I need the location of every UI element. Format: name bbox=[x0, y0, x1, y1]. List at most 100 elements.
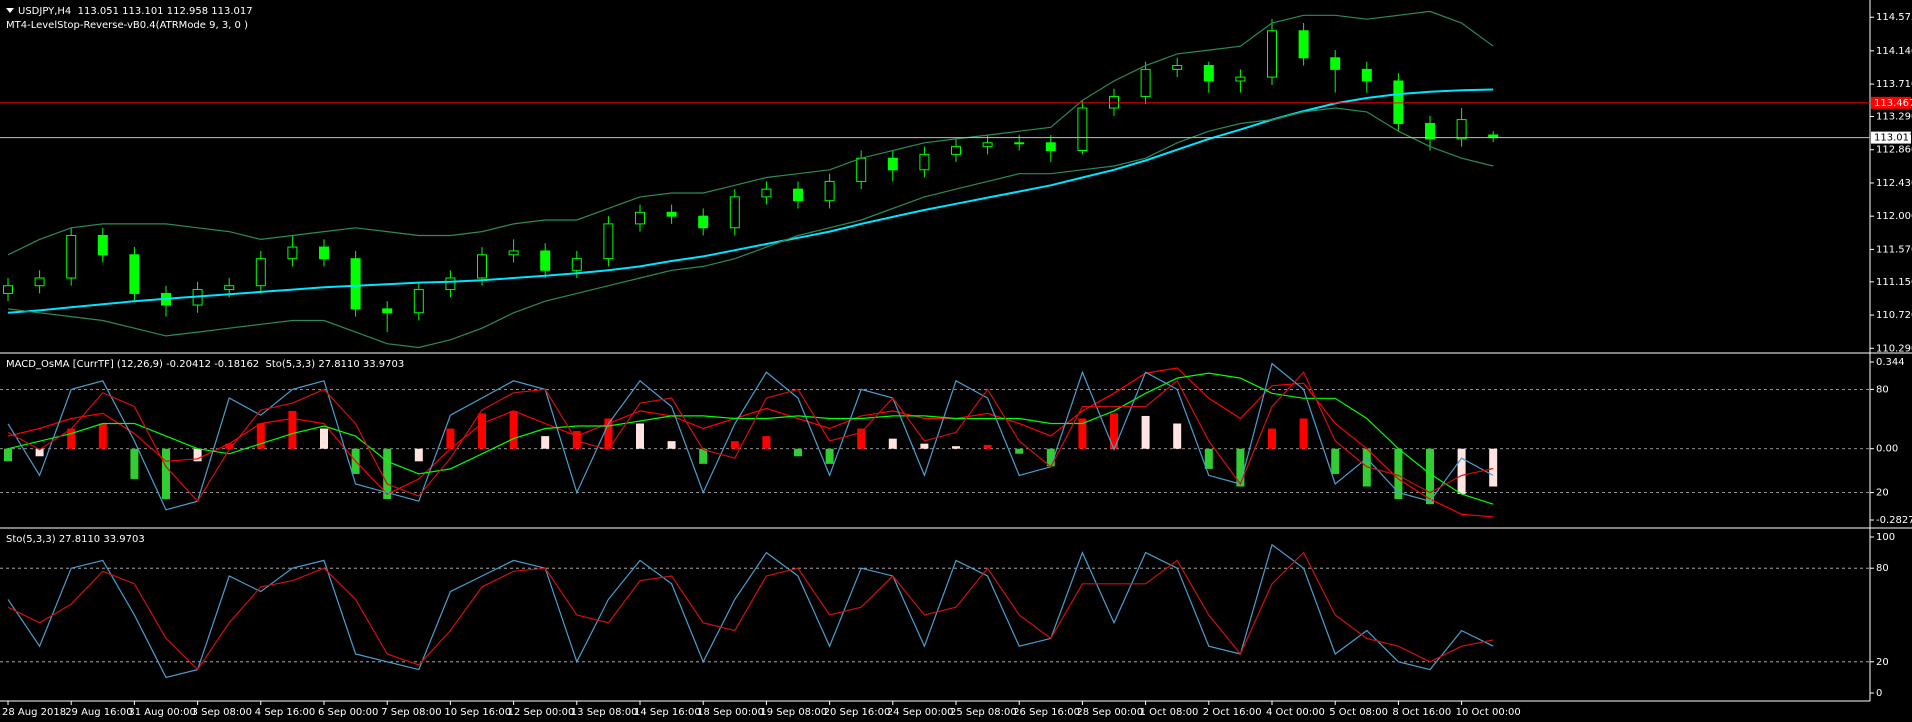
histogram-bar bbox=[98, 423, 107, 449]
sto-title: Sto(5,3,3) 27.8110 33.9703 bbox=[6, 534, 145, 545]
y-tick-label: 20 bbox=[1876, 657, 1889, 668]
histogram-bar bbox=[256, 423, 265, 449]
candle-body bbox=[1235, 76, 1246, 82]
y-tick-label: 0 bbox=[1876, 688, 1882, 699]
histogram-bar bbox=[1362, 448, 1371, 487]
histogram-bar bbox=[4, 448, 12, 462]
histogram-bar bbox=[888, 438, 897, 449]
candle-body bbox=[603, 223, 614, 260]
indicator-line bbox=[7, 107, 1494, 349]
x-tick-label: 1 Oct 08:00 bbox=[1140, 707, 1199, 718]
x-tick-label: 28 Aug 2018 bbox=[2, 707, 66, 718]
candle-body bbox=[382, 308, 393, 314]
candle-body bbox=[66, 234, 77, 279]
histogram-bar bbox=[509, 410, 518, 449]
histogram-bar bbox=[288, 410, 297, 449]
x-tick-label: 12 Sep 00:00 bbox=[508, 707, 575, 718]
y-tick-label: 110.290 bbox=[1876, 343, 1912, 354]
y-tick-label: 80 bbox=[1876, 384, 1889, 395]
candle-body bbox=[1425, 122, 1435, 140]
candle-body bbox=[34, 277, 45, 287]
histogram-bar bbox=[1299, 418, 1308, 449]
y-tick-label: 0.00 bbox=[1876, 444, 1898, 455]
level-label: 113.017 bbox=[1874, 133, 1912, 144]
histogram-bar bbox=[825, 448, 834, 464]
candle-body bbox=[1330, 57, 1341, 70]
level-label: 113.467 bbox=[1874, 98, 1912, 109]
candle-body bbox=[1077, 107, 1088, 152]
chart-title: USDJPY,H4 113.051 113.101 112.958 113.01… bbox=[18, 6, 253, 17]
x-tick-label: 10 Sep 16:00 bbox=[444, 707, 511, 718]
histogram-bar bbox=[446, 428, 455, 449]
candle-body bbox=[477, 254, 487, 279]
indicator-label: MT4-LevelStop-Reverse-vB0.4(ATRMode 9, 3… bbox=[6, 20, 248, 31]
histogram-bar bbox=[193, 448, 202, 462]
histogram-bar bbox=[162, 448, 170, 500]
y-tick-label: 112.860 bbox=[1876, 145, 1912, 156]
candle-body bbox=[761, 188, 772, 198]
y-tick-label: 111.570 bbox=[1876, 244, 1912, 255]
histogram-bar bbox=[604, 418, 613, 449]
y-tick-label: 114.575 bbox=[1876, 12, 1912, 23]
x-tick-label: 19 Sep 08:00 bbox=[760, 707, 827, 718]
histogram-bar bbox=[35, 448, 44, 457]
candle-body bbox=[1298, 30, 1309, 59]
candle-body bbox=[919, 153, 930, 171]
histogram-bar bbox=[541, 436, 550, 449]
histogram-bar bbox=[1204, 448, 1213, 469]
indicator-line bbox=[7, 362, 1494, 511]
histogram-bar bbox=[667, 441, 676, 449]
candle-body bbox=[666, 211, 677, 217]
x-tick-label: 5 Oct 08:00 bbox=[1329, 707, 1388, 718]
candle-body bbox=[824, 180, 835, 202]
x-tick-label: 2 Oct 16:00 bbox=[1203, 707, 1262, 718]
x-tick-label: 7 Sep 08:00 bbox=[381, 707, 441, 718]
histogram-bar bbox=[1046, 448, 1055, 467]
indicator-line bbox=[7, 10, 1494, 256]
histogram-bar bbox=[1173, 423, 1182, 449]
histogram-bar bbox=[794, 448, 802, 457]
candle-body bbox=[97, 234, 108, 256]
y-tick-label: 100 bbox=[1876, 532, 1895, 543]
candle-body bbox=[951, 146, 961, 155]
y-tick-label: 112.000 bbox=[1876, 211, 1912, 222]
histogram-bar bbox=[1236, 448, 1245, 487]
histogram-bar bbox=[857, 428, 866, 449]
histogram-bar bbox=[478, 413, 486, 449]
histogram-bar bbox=[1331, 448, 1340, 474]
y-tick-label: 0.344 bbox=[1876, 357, 1905, 368]
x-tick-label: 4 Sep 16:00 bbox=[255, 707, 315, 718]
x-tick-label: 6 Sep 00:00 bbox=[318, 707, 378, 718]
level-label-box bbox=[1871, 96, 1911, 109]
indicator-line bbox=[7, 367, 1494, 518]
candle-body bbox=[1140, 68, 1151, 97]
candle-body bbox=[1456, 119, 1467, 140]
candle-body bbox=[635, 211, 645, 225]
candle-body bbox=[1393, 80, 1404, 124]
indicator-line bbox=[7, 372, 1494, 505]
histogram-bar bbox=[699, 448, 708, 464]
histogram-bar bbox=[730, 441, 739, 449]
candle-body bbox=[1109, 95, 1119, 109]
candle-body bbox=[508, 250, 519, 256]
histogram-bar bbox=[1015, 448, 1024, 454]
histogram-bar bbox=[1457, 448, 1466, 495]
x-tick-label: 31 Aug 00:00 bbox=[128, 707, 195, 718]
histogram-bar bbox=[320, 428, 328, 449]
candle-body bbox=[856, 157, 867, 182]
histogram-bar bbox=[636, 423, 644, 449]
candle-body bbox=[793, 188, 803, 202]
candle-body bbox=[129, 254, 140, 294]
histogram-bar bbox=[1110, 413, 1118, 449]
y-tick-label: 112.430 bbox=[1876, 178, 1912, 189]
indicator-line bbox=[7, 371, 1494, 503]
x-tick-label: 8 Oct 16:00 bbox=[1392, 707, 1451, 718]
candle-body bbox=[350, 258, 361, 310]
histogram-bar bbox=[130, 448, 139, 479]
candle-body bbox=[540, 250, 551, 271]
collapse-arrow[interactable] bbox=[6, 8, 14, 13]
x-tick-label: 14 Sep 16:00 bbox=[634, 707, 701, 718]
histogram-bar bbox=[1268, 428, 1276, 449]
